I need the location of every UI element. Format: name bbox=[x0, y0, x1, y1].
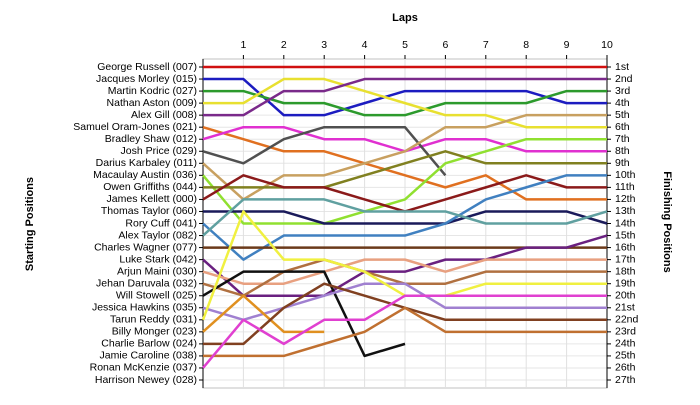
driver-label: Billy Monger (023) bbox=[112, 326, 197, 338]
driver-label: Ronan McKenzie (037) bbox=[90, 362, 197, 374]
y-tick-label: 2nd bbox=[615, 73, 633, 85]
driver-label: Harrison Newey (028) bbox=[95, 374, 197, 386]
driver-label: Samuel Oram-Jones (021) bbox=[73, 121, 197, 133]
y-tick-label: 26th bbox=[615, 362, 636, 374]
driver-label: Nathan Aston (009) bbox=[107, 97, 197, 109]
driver-label: Thomas Taylor (060) bbox=[101, 205, 197, 217]
y-tick-label: 19th bbox=[615, 277, 636, 289]
x-tick-label: 9 bbox=[564, 39, 570, 51]
x-tick-label: 5 bbox=[402, 39, 408, 51]
driver-label: Will Stowell (025) bbox=[116, 290, 197, 302]
y-tick-label: 17th bbox=[615, 253, 636, 265]
driver-label: Darius Karbaley (011) bbox=[96, 157, 197, 169]
x-tick-label: 4 bbox=[362, 39, 368, 51]
left-axis-title: Starting Positions bbox=[24, 177, 36, 271]
driver-label: Josh Price (029) bbox=[121, 145, 197, 157]
y-tick-label: 7th bbox=[615, 133, 630, 145]
driver-line bbox=[202, 125, 447, 177]
driver-line bbox=[202, 137, 607, 225]
driver-label: Luke Stark (042) bbox=[119, 253, 197, 265]
y-tick-label: 5th bbox=[615, 109, 630, 121]
y-tick-label: 22nd bbox=[615, 314, 639, 326]
y-tick-label: 18th bbox=[615, 265, 636, 277]
driver-label: Arjun Maini (030) bbox=[117, 265, 197, 277]
x-tick-label: 7 bbox=[483, 39, 489, 51]
driver-label: James Kellett (000) bbox=[107, 193, 197, 205]
driver-label: Owen Griffiths (044) bbox=[103, 181, 197, 193]
y-tick-label: 8th bbox=[615, 145, 630, 157]
chart-title: Laps bbox=[392, 12, 418, 24]
x-tick-label: 6 bbox=[442, 39, 448, 51]
driver-label: Jacques Morley (015) bbox=[96, 73, 197, 85]
y-tick-label: 14th bbox=[615, 217, 636, 229]
driver-line bbox=[202, 270, 406, 358]
x-tick-label: 8 bbox=[523, 39, 529, 51]
driver-label: Bradley Shaw (012) bbox=[105, 133, 197, 145]
driver-label: Jessica Hawkins (035) bbox=[92, 302, 197, 314]
driver-line bbox=[203, 306, 607, 358]
driver-line bbox=[203, 77, 607, 117]
driver-label: Charles Wagner (077) bbox=[94, 241, 197, 253]
x-tick-label: 1 bbox=[240, 39, 246, 51]
driver-label: Macaulay Austin (036) bbox=[93, 169, 197, 181]
right-axis-title: Finishing Positions bbox=[661, 171, 673, 272]
driver-label: Martin Kodric (027) bbox=[108, 85, 197, 97]
driver-line bbox=[203, 77, 607, 129]
driver-label: Charlie Barlow (024) bbox=[101, 338, 197, 350]
y-tick-label: 23rd bbox=[615, 326, 636, 338]
driver-line bbox=[203, 150, 607, 189]
driver-line bbox=[202, 282, 607, 322]
driver-label: Rory Cuff (041) bbox=[125, 217, 197, 229]
y-tick-label: 4th bbox=[615, 97, 630, 109]
driver-line bbox=[202, 258, 607, 285]
x-tick-label: 2 bbox=[281, 39, 287, 51]
y-tick-label: 15th bbox=[615, 229, 636, 241]
driver-label: Jamie Caroline (038) bbox=[100, 350, 197, 362]
y-tick-label: 12th bbox=[615, 193, 636, 205]
driver-label: George Russell (007) bbox=[97, 61, 197, 73]
y-tick-label: 1st bbox=[615, 61, 629, 73]
driver-label: Alex Gill (008) bbox=[131, 109, 197, 121]
x-tick-label: 10 bbox=[601, 39, 613, 51]
y-tick-label: 16th bbox=[615, 241, 636, 253]
driver-line bbox=[203, 77, 607, 117]
y-tick-label: 10th bbox=[615, 169, 636, 181]
driver-line bbox=[202, 294, 607, 369]
driver-line bbox=[202, 234, 608, 297]
y-tick-label: 3rd bbox=[615, 85, 630, 97]
driver-line bbox=[203, 210, 608, 225]
y-tick-label: 20th bbox=[615, 290, 636, 302]
driver-label: Alex Taylor (082) bbox=[118, 229, 197, 241]
y-tick-label: 9th bbox=[615, 157, 630, 169]
y-tick-label: 24th bbox=[615, 338, 636, 350]
driver-line bbox=[202, 198, 608, 237]
driver-label: Tarun Reddy (031) bbox=[110, 314, 197, 326]
y-tick-label: 13th bbox=[615, 205, 636, 217]
y-tick-label: 11th bbox=[615, 181, 635, 193]
y-tick-label: 6th bbox=[615, 121, 630, 133]
driver-label: Jehan Daruvala (032) bbox=[96, 277, 197, 289]
y-tick-label: 27th bbox=[615, 374, 636, 386]
y-tick-label: 25th bbox=[615, 350, 636, 362]
y-tick-label: 21st bbox=[615, 302, 635, 314]
x-tick-label: 3 bbox=[321, 39, 327, 51]
